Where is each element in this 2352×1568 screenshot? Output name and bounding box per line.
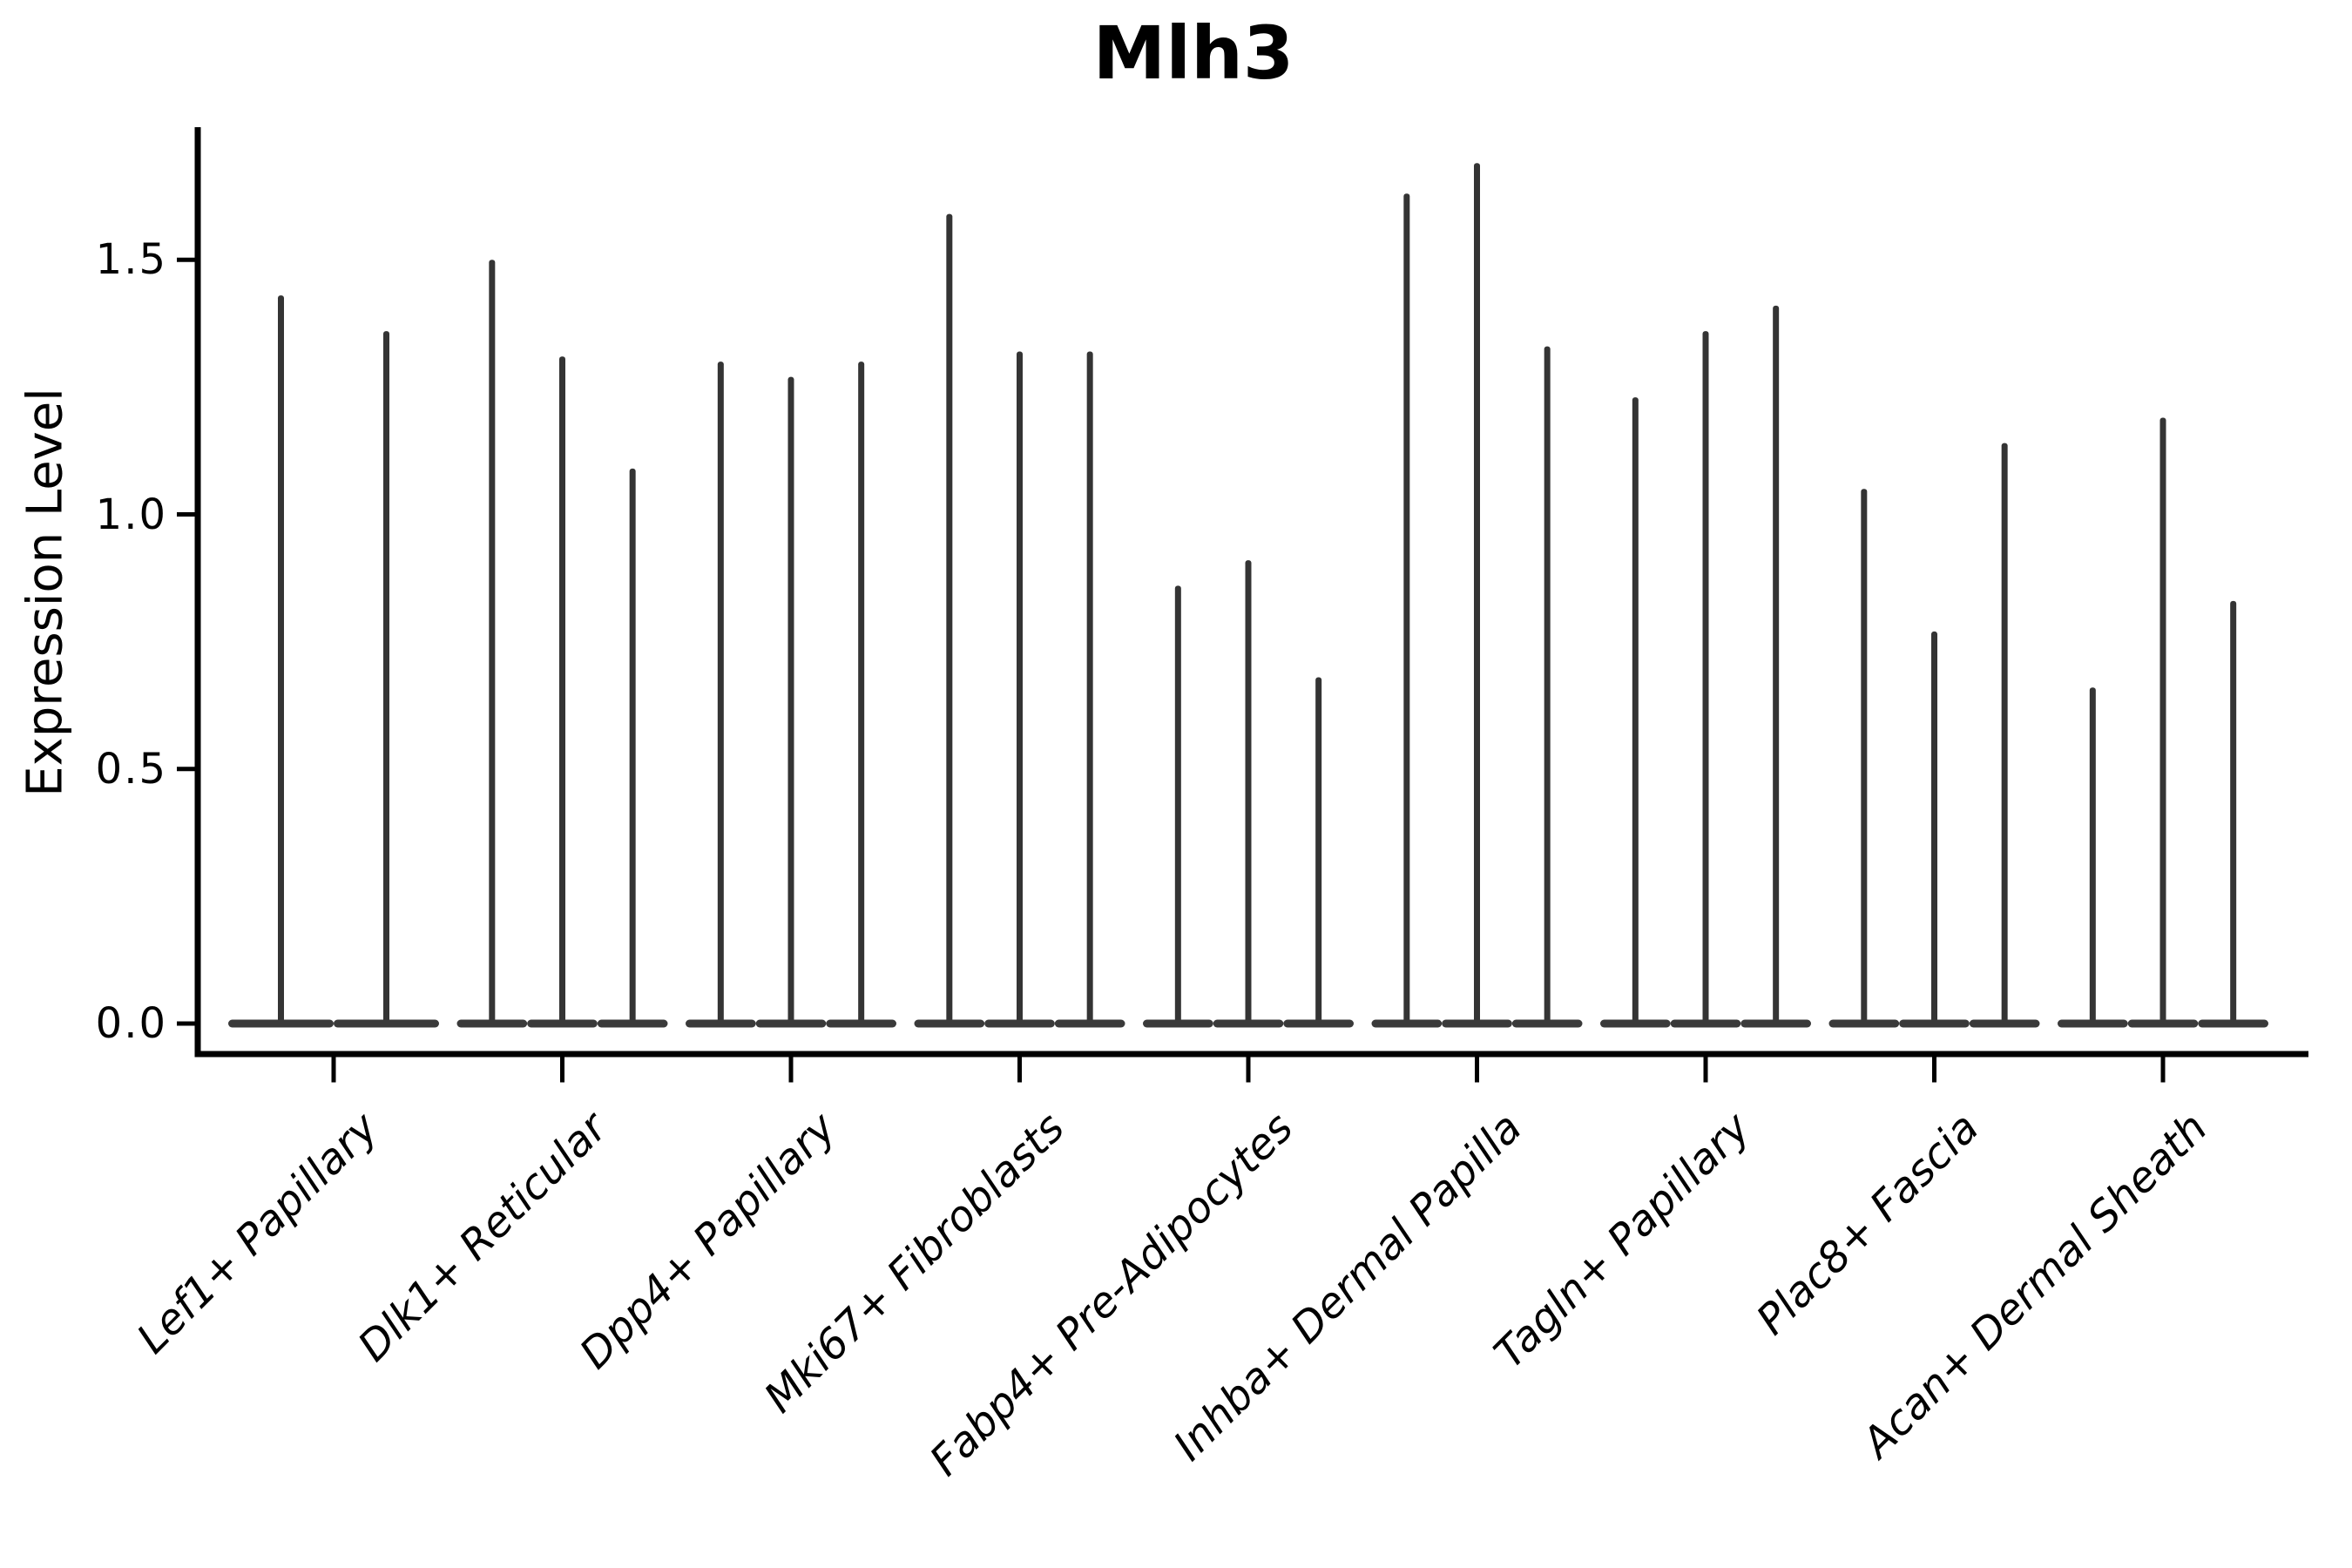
violin-spike [383, 331, 389, 1026]
violin-spike [629, 468, 636, 1025]
violin-spike [489, 260, 496, 1025]
violin-base [686, 1019, 756, 1028]
violin-spike [1474, 163, 1480, 1025]
violin-base [2127, 1019, 2199, 1028]
violin-spike [559, 356, 565, 1025]
violin-base [1740, 1019, 1811, 1028]
violin-base [1143, 1019, 1213, 1028]
violin-base [984, 1019, 1055, 1028]
violin-base [1054, 1019, 1125, 1028]
violin-base [914, 1019, 985, 1028]
y-tick-label: 0.0 [95, 999, 167, 1048]
violin-spike [1931, 631, 1937, 1025]
y-tick-label: 1.0 [95, 490, 167, 539]
violin-base [1969, 1019, 2040, 1028]
violin-base [527, 1019, 598, 1028]
y-tick-mark [177, 1021, 198, 1026]
violin-spike [1315, 677, 1322, 1025]
violin-base [1600, 1019, 1671, 1028]
violin-spike [2159, 417, 2166, 1025]
y-tick-mark [177, 767, 198, 772]
violin-base [334, 1019, 439, 1028]
violin-spike [1861, 489, 1868, 1025]
violin-base [1899, 1019, 1970, 1028]
violin-base [1828, 1019, 1900, 1028]
x-tick-mark [1246, 1057, 1251, 1083]
violin-base [755, 1019, 827, 1028]
violin-base [456, 1019, 528, 1028]
violin-spike [278, 295, 284, 1025]
y-tick-label: 1.5 [95, 235, 167, 285]
violin-base [1511, 1019, 1583, 1028]
violin-base [1442, 1019, 1512, 1028]
x-tick-mark [1475, 1057, 1479, 1083]
x-tick-mark [1932, 1057, 1936, 1083]
x-tick-mark [331, 1057, 336, 1083]
x-tick-mark [788, 1057, 794, 1083]
violin-base [597, 1019, 668, 1028]
violin-spike [1086, 351, 1093, 1026]
violin-base [1283, 1019, 1354, 1028]
violin-spike [1702, 331, 1709, 1026]
violin-base [228, 1019, 334, 1028]
x-tick-mark [560, 1057, 564, 1083]
violin-base [1371, 1019, 1443, 1028]
violin-spike [1174, 585, 1181, 1025]
violin-spike [1632, 397, 1639, 1025]
violin-base [2198, 1019, 2268, 1028]
violin-spike [1403, 193, 1410, 1025]
violin-spike [1245, 560, 1252, 1025]
violin-spike [2089, 687, 2096, 1025]
x-tick-mark [2160, 1057, 2166, 1083]
violin-spike [2230, 600, 2237, 1025]
violin-base [1213, 1019, 1284, 1028]
violin-base [826, 1019, 896, 1028]
y-tick-mark [177, 257, 198, 262]
violin-spike [946, 213, 953, 1025]
violin-spike [1017, 351, 1023, 1026]
violin-spike [787, 376, 794, 1025]
violin-spike [717, 362, 724, 1025]
y-axis-spine [194, 127, 201, 1058]
x-tick-mark [1703, 1057, 1708, 1083]
violin-base [2058, 1019, 2128, 1028]
violin-base [1670, 1019, 1741, 1028]
violin-spike [1544, 346, 1551, 1025]
violin-spike [1773, 305, 1780, 1026]
y-tick-label: 0.5 [95, 744, 167, 794]
x-tick-mark [1017, 1057, 1022, 1083]
chart-title: Mlh3 [1092, 10, 1294, 96]
violin-spike [858, 362, 865, 1025]
y-tick-mark [177, 512, 198, 517]
x-axis-spine [194, 1051, 2308, 1058]
violin-spike [2001, 443, 2008, 1025]
